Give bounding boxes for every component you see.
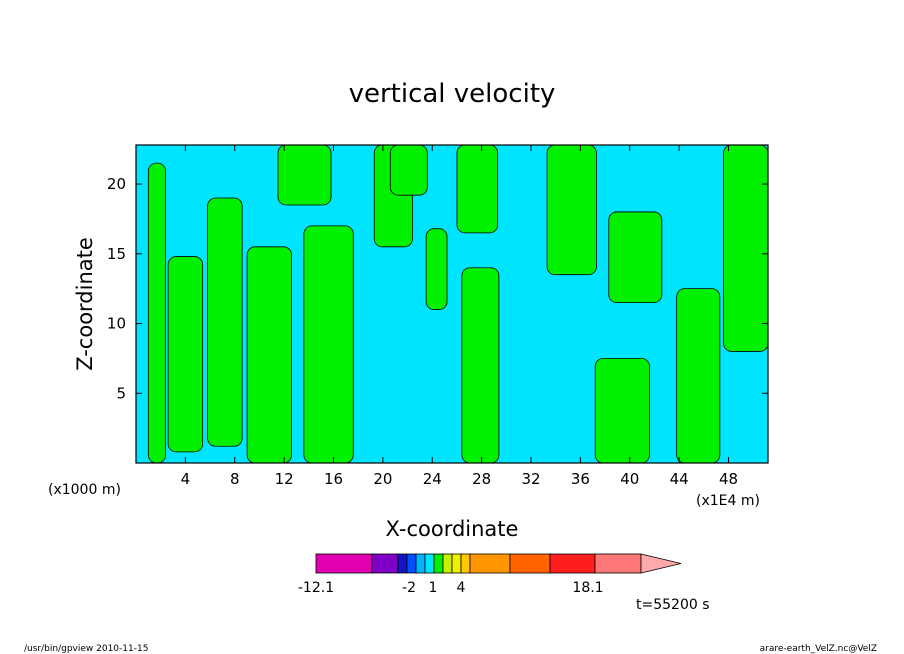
colorbar-label: 4	[457, 580, 466, 596]
colorbar-cell	[415, 553, 426, 574]
x-tick-label: 20	[373, 470, 392, 488]
colorbar-label: -2	[402, 580, 416, 596]
colorbar-cell	[469, 553, 511, 574]
colorbar-label: -12.1	[298, 580, 334, 596]
y-tick-label: 15	[107, 245, 126, 263]
colorbar-cell	[549, 553, 596, 574]
x-tick-label: 40	[620, 470, 639, 488]
y-axis-ticks: 5 10 15 20	[107, 175, 768, 402]
footer-right: arare-earth_VelZ.nc@VelZ	[760, 644, 877, 654]
positive-region	[147, 162, 167, 464]
time-label: t=55200 s	[636, 597, 710, 613]
positive-region	[608, 211, 663, 304]
x-unit-right: (x1E4 m)	[696, 493, 760, 509]
positive-region	[546, 144, 597, 276]
x-unit-left: (x1000 m)	[48, 482, 121, 498]
colorbar-cell	[315, 553, 373, 574]
positive-region	[456, 144, 499, 234]
positive-region	[303, 225, 354, 464]
x-tick-label: 28	[472, 470, 491, 488]
positive-region	[246, 246, 292, 464]
positive-region	[723, 144, 769, 352]
positive-region	[425, 228, 448, 310]
y-tick-label: 10	[107, 315, 126, 333]
plot-frame	[135, 144, 769, 464]
colorbar-label: 1	[429, 580, 438, 596]
positive-velocity-regions	[147, 144, 769, 464]
colorbar-label: 18.1	[572, 580, 603, 596]
plot-area	[135, 144, 769, 464]
colorbar-labels: -12.1 -2 1 4 18.1	[298, 580, 604, 596]
y-axis-label: Z-coordinate	[73, 237, 97, 371]
positive-region	[277, 144, 332, 206]
colorbar-end-arrow	[640, 553, 682, 574]
chart-title: vertical velocity	[349, 79, 556, 109]
x-tick-label: 8	[230, 470, 240, 488]
colorbar-cells	[315, 553, 682, 574]
positive-region	[207, 197, 243, 447]
positive-region	[167, 256, 204, 453]
colorbar: -12.1 -2 1 4 18.1	[298, 553, 682, 596]
x-tick-label: 48	[719, 470, 738, 488]
y-tick-label: 20	[107, 175, 126, 193]
colorbar-cell	[406, 553, 417, 574]
x-tick-label: 36	[571, 470, 590, 488]
positive-region	[676, 288, 721, 464]
positive-region	[389, 144, 428, 196]
positive-region	[461, 267, 500, 464]
colorbar-cell	[442, 553, 453, 574]
colorbar-cell	[397, 553, 408, 574]
x-tick-label: 32	[521, 470, 540, 488]
x-tick-label: 44	[670, 470, 689, 488]
y-tick-label: 5	[116, 384, 126, 402]
colorbar-cell	[594, 553, 642, 574]
x-axis-ticks: 4 8 12 16 20 24 28 32 36 40 44 48	[181, 145, 738, 488]
colorbar-cell	[509, 553, 551, 574]
x-tick-label: 24	[423, 470, 442, 488]
x-tick-label: 16	[324, 470, 343, 488]
x-axis-label: X-coordinate	[386, 517, 519, 541]
x-tick-label: 4	[181, 470, 191, 488]
colorbar-cell	[451, 553, 462, 574]
positive-region	[594, 357, 650, 464]
x-tick-label: 12	[275, 470, 294, 488]
colorbar-cell	[371, 553, 399, 574]
colorbar-cell	[460, 553, 471, 574]
colorbar-cell	[433, 553, 444, 574]
footer-left: /usr/bin/gpview 2010-11-15	[24, 644, 148, 654]
colorbar-cell	[424, 553, 435, 574]
